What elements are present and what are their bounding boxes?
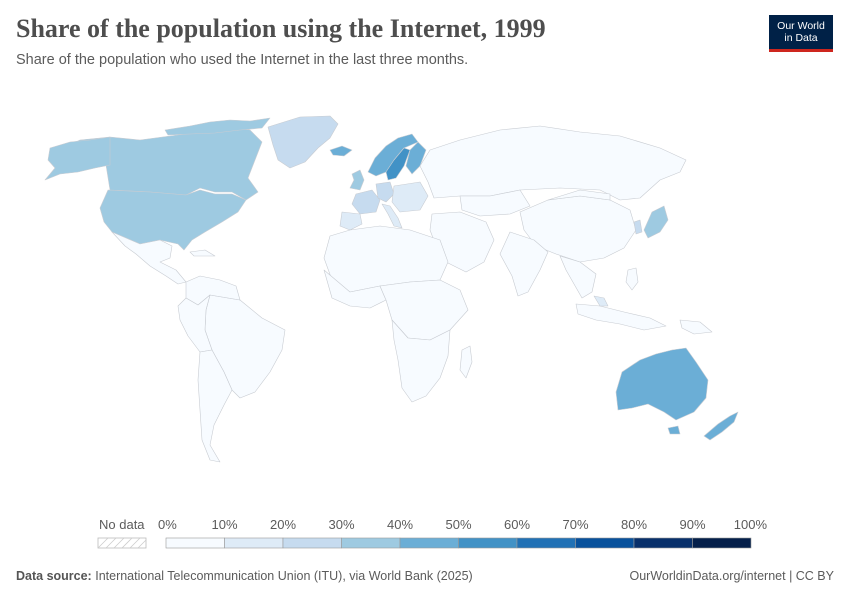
country-philippines[interactable] bbox=[625, 267, 639, 291]
legend-tick-label: 10% bbox=[211, 517, 237, 532]
country-finland[interactable] bbox=[405, 141, 427, 175]
legend-tick-label: 50% bbox=[445, 517, 471, 532]
country-madagascar[interactable] bbox=[459, 345, 473, 379]
country-india[interactable] bbox=[499, 231, 549, 297]
legend-bin-8[interactable] bbox=[633, 537, 693, 549]
legend-no-data-label: No data bbox=[99, 517, 145, 532]
legend-bin-7[interactable] bbox=[575, 537, 635, 549]
legend-tick-label: 60% bbox=[504, 517, 530, 532]
legend-bin-9[interactable] bbox=[692, 537, 752, 549]
legend-color-bins bbox=[165, 537, 752, 549]
legend-tick-label: 70% bbox=[562, 517, 588, 532]
country-tasmania[interactable] bbox=[667, 425, 681, 435]
country-france[interactable] bbox=[351, 189, 381, 215]
country-australia[interactable] bbox=[615, 347, 709, 421]
legend-tick-label: 30% bbox=[328, 517, 354, 532]
countries bbox=[44, 115, 739, 463]
map-legend: No data 0% 10% 20% 30% 40% 50% 60% 70% 80% 90% 100… bbox=[97, 517, 767, 549]
legend-tick-label: 40% bbox=[387, 517, 413, 532]
country-iceland[interactable] bbox=[329, 145, 353, 157]
footer-source: Data source: International Telecommunica… bbox=[16, 569, 473, 583]
country-cuba[interactable] bbox=[189, 249, 216, 257]
country-eastern-europe[interactable] bbox=[391, 181, 429, 213]
legend-tick-labels: 0% 10% 20% 30% 40% 50% 60% 70% 80% 90% 100% bbox=[158, 517, 767, 532]
country-germany[interactable] bbox=[375, 181, 395, 203]
country-uk[interactable] bbox=[349, 169, 365, 191]
country-west-africa[interactable] bbox=[323, 269, 387, 309]
country-new-zealand[interactable] bbox=[703, 411, 739, 441]
country-russia[interactable] bbox=[419, 125, 687, 201]
legend-bin-4[interactable] bbox=[399, 537, 459, 549]
legend-bin-5[interactable] bbox=[458, 537, 518, 549]
owid-logo[interactable]: Our World in Data bbox=[769, 15, 833, 52]
chart-title: Share of the population using the Intern… bbox=[16, 14, 546, 43]
country-malaysia[interactable] bbox=[593, 295, 609, 307]
logo-line-2: in Data bbox=[784, 32, 818, 44]
logo-line-1: Our World bbox=[777, 20, 825, 32]
world-map[interactable]: No data 0% 10% 20% 30% 40% 50% 60% 70% 80% 90% 100… bbox=[0, 100, 850, 560]
footer-source-text: International Telecommunication Union (I… bbox=[95, 569, 473, 583]
footer-license[interactable]: OurWorldinData.org/internet | CC BY bbox=[629, 569, 835, 583]
chart-subtitle: Share of the population who used the Int… bbox=[16, 52, 469, 68]
legend-tick-label: 20% bbox=[270, 517, 296, 532]
country-mexico[interactable] bbox=[111, 231, 187, 285]
legend-tick-label: 100% bbox=[734, 517, 768, 532]
country-sweden[interactable] bbox=[385, 147, 411, 181]
country-southeast-asia[interactable] bbox=[559, 255, 597, 299]
country-spain[interactable] bbox=[339, 211, 363, 231]
legend-bin-3[interactable] bbox=[341, 537, 401, 549]
country-kazakhstan[interactable] bbox=[459, 189, 531, 217]
legend-bin-6[interactable] bbox=[516, 537, 576, 549]
legend-bin-0[interactable] bbox=[165, 537, 225, 549]
footer-source-label: Data source: bbox=[16, 569, 92, 583]
legend-tick-label: 80% bbox=[621, 517, 647, 532]
country-canada-islands[interactable] bbox=[164, 117, 271, 136]
country-southern-africa[interactable] bbox=[391, 319, 451, 403]
country-italy[interactable] bbox=[381, 203, 403, 229]
country-usa-alaska[interactable] bbox=[44, 136, 111, 181]
country-japan[interactable] bbox=[643, 205, 669, 239]
legend-bin-1[interactable] bbox=[224, 537, 284, 549]
legend-tick-label: 0% bbox=[158, 517, 177, 532]
country-greenland[interactable] bbox=[267, 115, 339, 169]
country-south-korea[interactable] bbox=[633, 219, 643, 235]
country-indonesia[interactable] bbox=[575, 303, 667, 331]
country-papua-new-guinea[interactable] bbox=[679, 319, 713, 335]
country-argentina-chile[interactable] bbox=[197, 349, 233, 463]
legend-tick-label: 90% bbox=[679, 517, 705, 532]
country-mongolia[interactable] bbox=[547, 189, 611, 201]
legend-bin-2[interactable] bbox=[282, 537, 342, 549]
